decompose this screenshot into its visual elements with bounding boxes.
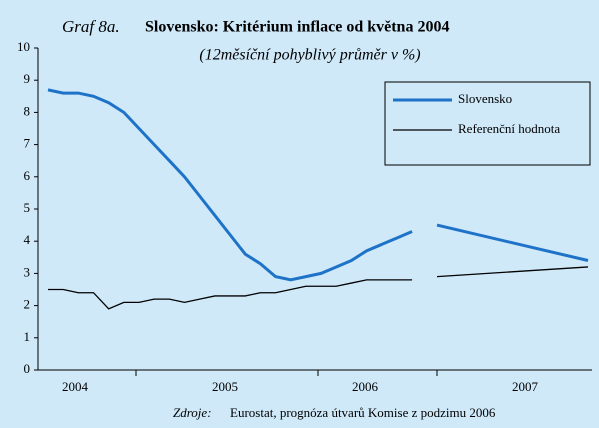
series-line	[48, 279, 413, 310]
chart-title: Slovensko: Kritérium inflace od května 2…	[145, 19, 449, 36]
y-tick-label: 0	[24, 361, 31, 376]
y-tick-label: 8	[24, 103, 31, 118]
series-line	[47, 88, 413, 282]
series-line	[436, 266, 589, 278]
y-tick-label: 1	[24, 329, 31, 344]
y-tick-label: 10	[17, 39, 30, 54]
series-line	[436, 223, 589, 262]
y-tick-label: 2	[24, 297, 31, 312]
chart-title-prefix: Graf 8a.	[62, 17, 120, 36]
x-label: 2004	[62, 379, 89, 394]
x-label: 2007	[512, 379, 539, 394]
y-tick-label: 3	[24, 264, 31, 279]
chart-subtitle: (12měsíční pohyblivý průměr v %)	[199, 47, 420, 64]
legend-box	[384, 81, 591, 166]
legend-label: Referenční hodnota	[458, 121, 560, 136]
y-tick-label: 7	[24, 136, 31, 151]
y-tick-label: 5	[24, 200, 31, 215]
legend-label: Slovensko	[458, 91, 512, 106]
source-label: Zdroje:	[173, 405, 212, 420]
y-tick-label: 6	[24, 168, 31, 183]
y-tick-label: 4	[24, 232, 31, 247]
y-tick-label: 9	[24, 71, 31, 86]
x-label: 2005	[212, 379, 238, 394]
x-label: 2006	[352, 379, 379, 394]
source: Eurostat, prognóza útvarů Komise z podzi…	[230, 405, 496, 420]
